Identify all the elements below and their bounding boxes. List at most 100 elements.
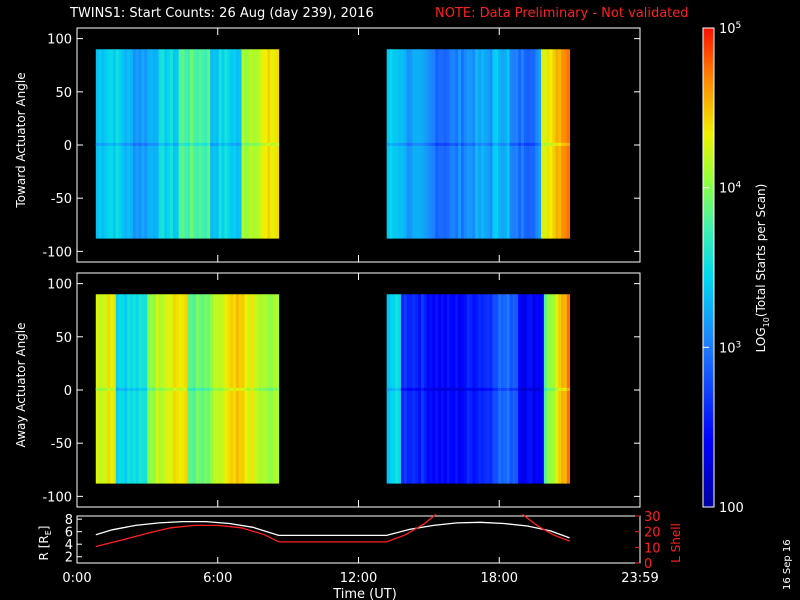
spectrogram-cell [192,142,197,146]
spectrogram-cell [486,142,490,146]
spectrogram-cell [418,142,422,146]
radius-ylabel: R [RE] [37,526,53,561]
spectrogram-cell [155,142,160,146]
spectrogram-cell [244,142,248,146]
spectrogram-cell [267,142,271,146]
x-tick-label: 6:00 [203,571,232,586]
colorbar: 100 103 104 105 LOG10(Total Starts per Scan… [702,21,771,516]
spectrogram-cell [204,142,208,146]
spectrogram-cell [543,142,548,146]
spectrogram-cell [506,142,510,146]
r-tick-label: 6 [65,526,73,541]
x-tick-label: 23:59 [621,571,658,586]
spectrogram-cell [270,387,274,391]
spectrogram-cell [121,142,125,146]
y-tick-label: -50 [51,192,72,207]
spectrogram-cell [392,387,396,391]
y-tick-label: -100 [42,245,72,260]
r-tick-label: 8 [65,513,73,528]
lshell-ylabel: L Shell [669,523,683,563]
colorbar-tick-label: 105 [719,21,741,37]
spectrogram-cell [509,387,513,391]
spectrogram-cell [218,142,222,146]
spectrogram-cell [101,142,105,146]
spectrogram-cell [395,387,399,391]
r-tick-label: 2 [65,551,73,566]
spectrogram-cell [147,142,151,146]
spectrogram-cell [478,387,482,391]
spectrogram-cell [207,142,211,146]
spectrogram-cell [238,142,242,146]
colorbar-tick-label: 103 [719,340,741,356]
spectrogram-cell [241,142,245,146]
spectrogram-cell [107,387,111,391]
spectrogram-cell [132,142,137,146]
spectrogram-cell [207,387,211,391]
spectrogram-cell [495,142,499,146]
spectrogram-cell [449,387,453,391]
spectrogram-cell [541,387,545,391]
spectrogram-cell [152,142,157,146]
spectrogram-cell [458,387,462,391]
spectrogram-cell [469,142,473,146]
spectrogram-cell [495,387,499,391]
figure-title: TWINS1: Start Counts: 26 Aug (day 239), … [69,6,374,21]
spectrogram-cell [264,387,268,391]
spectrogram-cell [167,387,171,391]
r-series-line [95,520,570,539]
spectrogram-cell [509,142,513,146]
spectrogram-cell [250,142,254,146]
spectrogram-cell [170,387,174,391]
spectrogram-cell [264,142,268,146]
spectrogram-cell [558,142,562,146]
spectrogram-cell [141,142,145,146]
spectrogram-cell [438,387,442,391]
spectrogram-cell [546,387,551,391]
spectrogram-cell [501,387,505,391]
spectrogram-cell [107,142,111,146]
spectrogram-cell [124,142,128,146]
spectrogram-cell [253,142,257,146]
spectrogram-cell [144,387,148,391]
spectrogram-cell [403,387,408,391]
spectrogram-cell [152,387,157,391]
spectrogram-cell [515,142,519,146]
spectrogram-cell [141,387,145,391]
spectrogram-cell [224,387,228,391]
colorbar-gradient [702,27,715,508]
spectrogram-cell [512,387,516,391]
spectrogram-cell [555,142,559,146]
spectrogram-cell [273,387,277,391]
spectrogram-cell [466,142,470,146]
spectrogram-cell [403,142,408,146]
spectrogram-cell [446,387,450,391]
spectrogram-cell [429,142,433,146]
spectrogram-cell [241,387,245,391]
x-tick-label: 0:00 [62,571,91,586]
spectrogram-cell [555,387,559,391]
spectrogram-cell [221,142,225,146]
spectrogram-cell [215,142,220,146]
spectrogram-cell [210,142,214,146]
spectrogram-cell [523,142,528,146]
spectrogram-cell [426,387,430,391]
lshell-series-line-2 [522,513,570,542]
spectrogram-cell [178,142,182,146]
spectrogram-cell [529,387,533,391]
spectrogram-cell [566,387,571,391]
spectrogram-cell [227,387,231,391]
spectrogram-cell [518,142,522,146]
spectrogram-cell [398,142,402,146]
spectrogram-cell [235,142,240,146]
spectrogram-cell [124,387,128,391]
spectrogram-cell [438,142,442,146]
spectrogram-cell [230,387,234,391]
spectrogram-cell [172,387,177,391]
spectrogram-cell [492,387,496,391]
spectrogram-cell [460,387,465,391]
spectrogram-cell [512,142,516,146]
toward-angle-panel: 100 50 0 -50 -100 [42,27,641,263]
spectrogram-cell [452,142,456,146]
spectrogram-cell [412,387,416,391]
spectrogram-cell [423,142,428,146]
